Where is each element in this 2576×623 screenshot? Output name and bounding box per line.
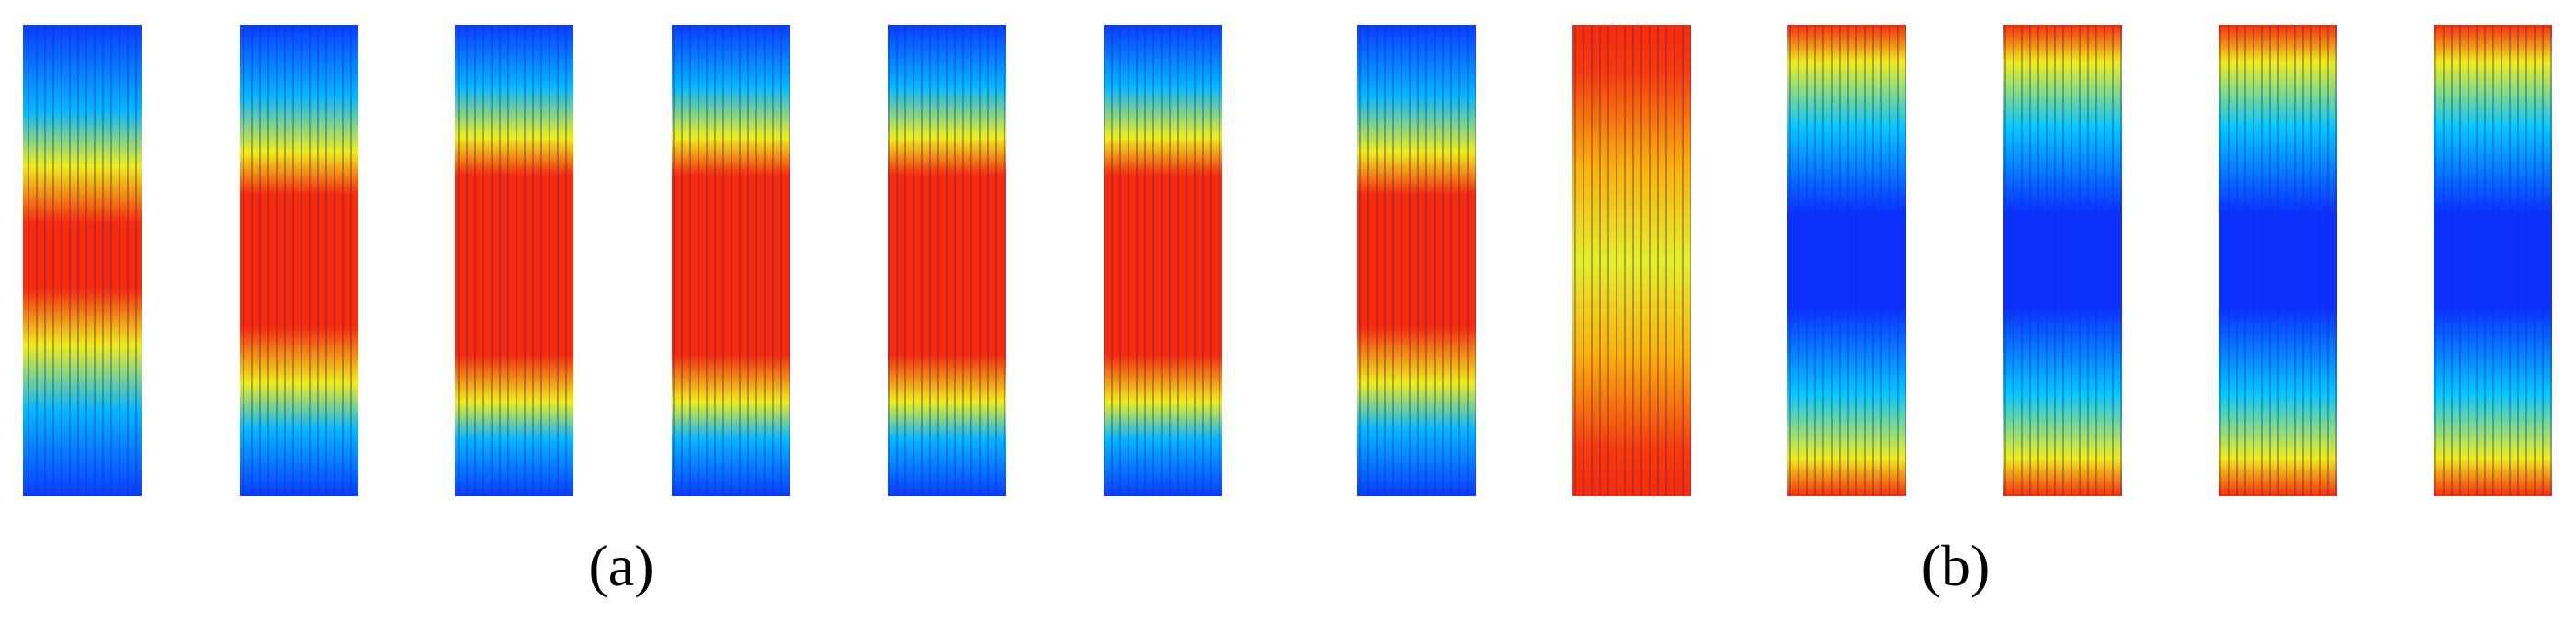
panels-a — [23, 25, 1222, 496]
streamline-overlay — [1787, 25, 1906, 496]
streamline-overlay — [1104, 25, 1222, 496]
streamlines — [23, 25, 2552, 496]
streamline-overlay — [2434, 25, 2552, 496]
streamline-overlay — [2003, 25, 2122, 496]
caption: (a) — [588, 533, 653, 598]
streamline-overlay — [1357, 25, 1476, 496]
streamline-overlay — [672, 25, 790, 496]
panels-b — [1357, 25, 2552, 496]
streamline-overlay — [23, 25, 142, 496]
streamline-overlay — [455, 25, 573, 496]
streamline-overlay — [1572, 25, 1691, 496]
streamline-overlay — [240, 25, 358, 496]
caption: (b) — [1922, 533, 1991, 598]
streamline-overlay — [2219, 25, 2337, 496]
streamline-overlay — [888, 25, 1006, 496]
